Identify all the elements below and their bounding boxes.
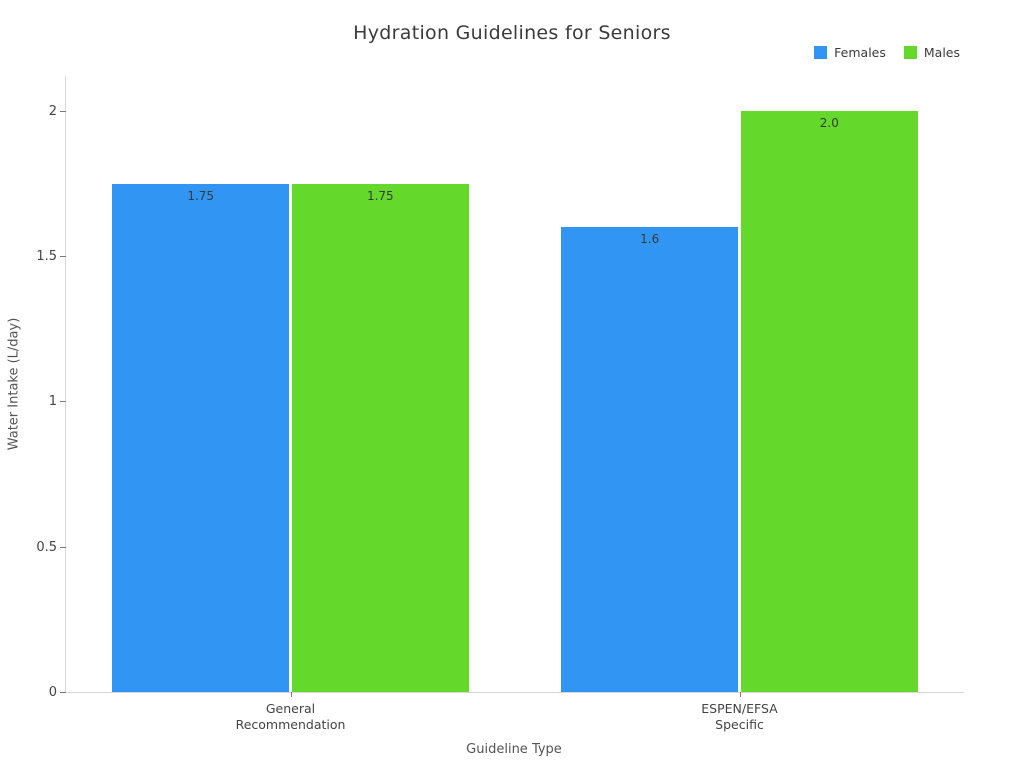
y-tick: 0: [27, 685, 66, 700]
y-tick-mark: [60, 546, 66, 548]
legend-item-males[interactable]: Males: [903, 45, 960, 60]
y-tick-mark: [60, 692, 66, 693]
bar-value-label: 2.0: [819, 115, 839, 130]
legend-item-females[interactable]: Females: [814, 45, 886, 60]
legend: Females Males: [814, 45, 960, 60]
bar-males-2[interactable]: 2.0: [740, 110, 919, 692]
y-tick-label: 0.5: [36, 539, 57, 555]
x-tick-label: General Recommendation: [235, 701, 346, 732]
bar-males-1[interactable]: 1.75: [291, 183, 470, 692]
y-tick-mark: [60, 256, 66, 258]
y-tick: 1.5: [27, 249, 66, 264]
bar-females-2[interactable]: 1.6: [560, 227, 739, 692]
x-tick-label: ESPEN/EFSA Specific: [701, 701, 778, 732]
x-tick-mark: [739, 692, 741, 697]
y-tick-label: 2: [48, 103, 57, 119]
bar-value-label: 1.75: [187, 188, 215, 203]
x-tick-mark: [290, 692, 292, 697]
legend-swatch-males: [903, 46, 917, 59]
plot-area: 0 0.5 1 1.5 2 General Recommendation 1.75 1.75 E…: [36, 76, 964, 732]
bar-value-label: 1.75: [366, 188, 394, 203]
chart-title: Hydration Guidelines for Seniors: [353, 22, 671, 44]
y-tick: 2: [27, 104, 66, 119]
y-tick-mark: [60, 110, 66, 112]
y-tick-mark: [60, 401, 66, 403]
legend-label: Females: [834, 45, 886, 60]
y-tick: 1: [27, 394, 66, 409]
y-tick: 0.5: [27, 540, 66, 555]
legend-swatch-females: [814, 46, 828, 59]
y-tick-label: 1.5: [36, 249, 57, 265]
x-axis-title: Guideline Type: [466, 742, 562, 757]
legend-label: Males: [923, 45, 960, 60]
bar-females-1[interactable]: 1.75: [111, 183, 290, 692]
bar-value-label: 1.6: [640, 232, 660, 247]
y-tick-label: 0: [48, 685, 57, 700]
y-axis-title: Water Intake (L/day): [6, 317, 22, 451]
y-tick-label: 1: [48, 394, 57, 410]
